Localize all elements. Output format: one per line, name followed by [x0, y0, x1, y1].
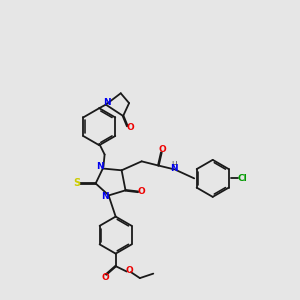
Text: N: N — [101, 192, 109, 201]
Text: N: N — [170, 164, 178, 173]
Text: O: O — [159, 145, 167, 154]
Text: O: O — [101, 273, 109, 282]
Text: O: O — [126, 266, 134, 274]
Text: O: O — [126, 123, 134, 132]
Text: O: O — [138, 187, 146, 196]
Text: N: N — [96, 162, 103, 171]
Text: Cl: Cl — [237, 174, 247, 183]
Text: H: H — [171, 161, 177, 170]
Text: S: S — [73, 178, 80, 188]
Text: N: N — [103, 98, 111, 107]
